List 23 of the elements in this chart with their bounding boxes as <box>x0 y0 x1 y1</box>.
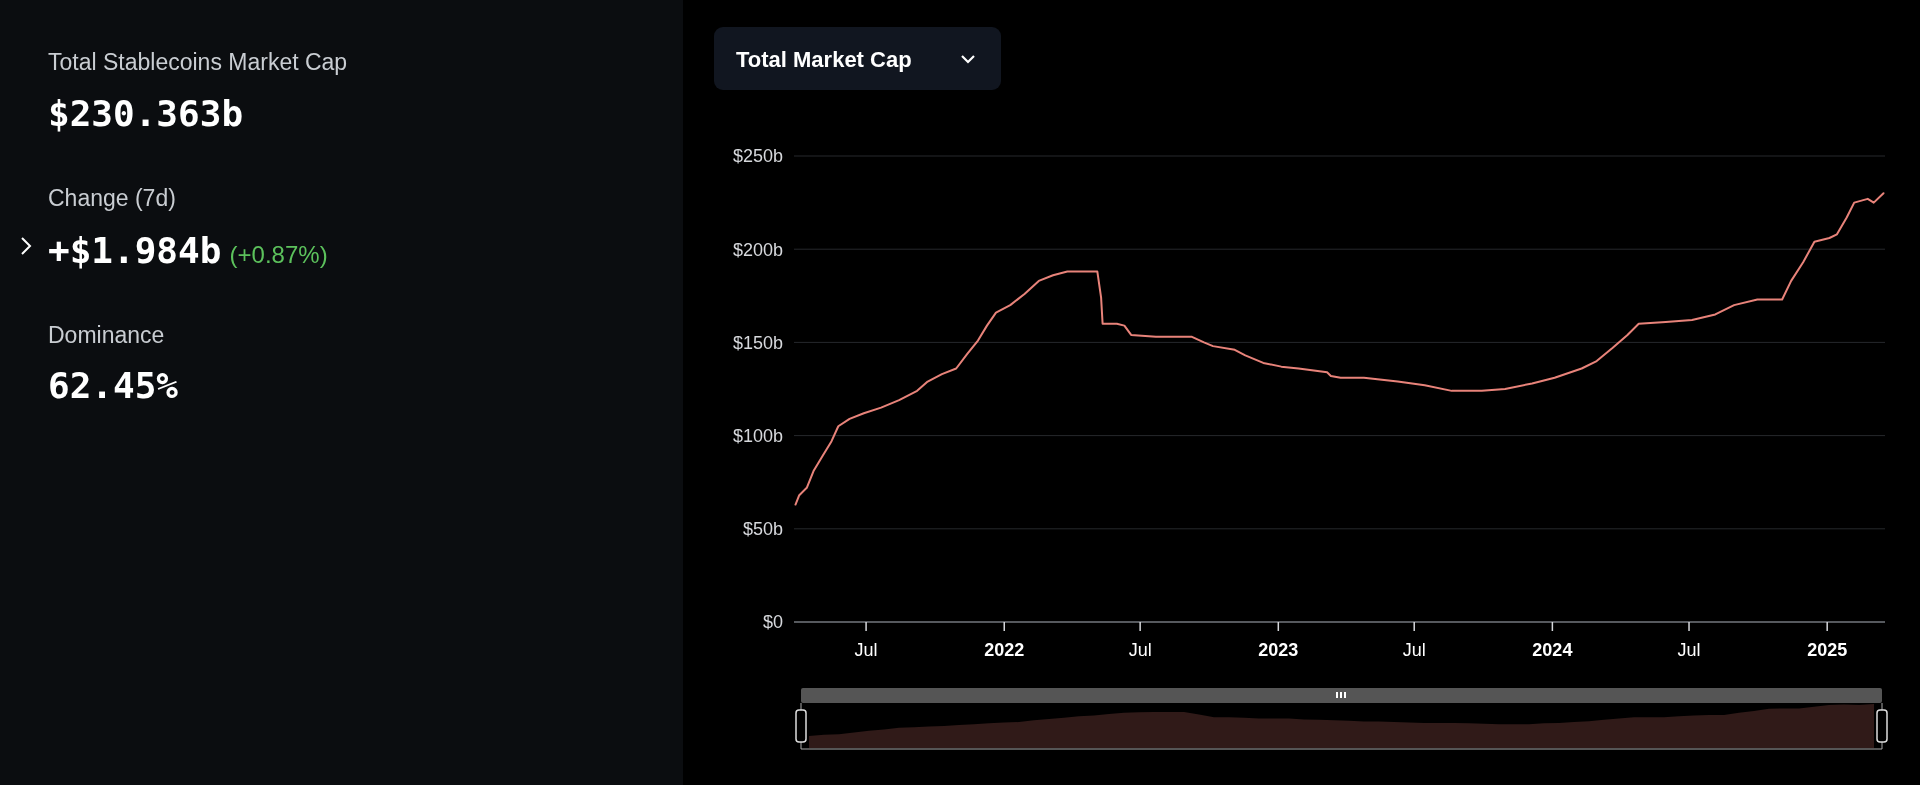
x-tick-label: 2023 <box>1258 640 1299 660</box>
x-tick-label: 2025 <box>1807 640 1848 660</box>
y-tick-label: $250b <box>732 146 783 167</box>
text: +$1.984b <box>48 230 222 271</box>
x-tick-label: Jul <box>1402 640 1426 660</box>
x-tick-label: 2022 <box>984 640 1025 660</box>
text: 62.45% <box>48 365 179 406</box>
text: Dominance <box>48 322 165 348</box>
text: Total Stablecoins Market Cap <box>48 49 348 75</box>
text: Change (7d) <box>48 185 176 211</box>
text: (+0.87%) <box>229 241 328 268</box>
x-tick-label: 2024 <box>1532 640 1573 660</box>
y-tick-label: $200b <box>732 239 783 260</box>
y-tick-label: $50b <box>742 519 783 540</box>
line-series <box>794 192 1885 506</box>
y-tick-label: $150b <box>732 332 783 353</box>
chart-title: Total Market Cap <box>736 47 912 72</box>
x-tick-label: Jul <box>1677 640 1701 660</box>
y-tick-label: $100b <box>732 425 783 446</box>
x-tick-label: Jul <box>1128 640 1152 660</box>
x-tick-label: Jul <box>854 640 878 660</box>
y-tick-label: $0 <box>762 612 783 633</box>
text: $230.363b <box>48 93 244 134</box>
